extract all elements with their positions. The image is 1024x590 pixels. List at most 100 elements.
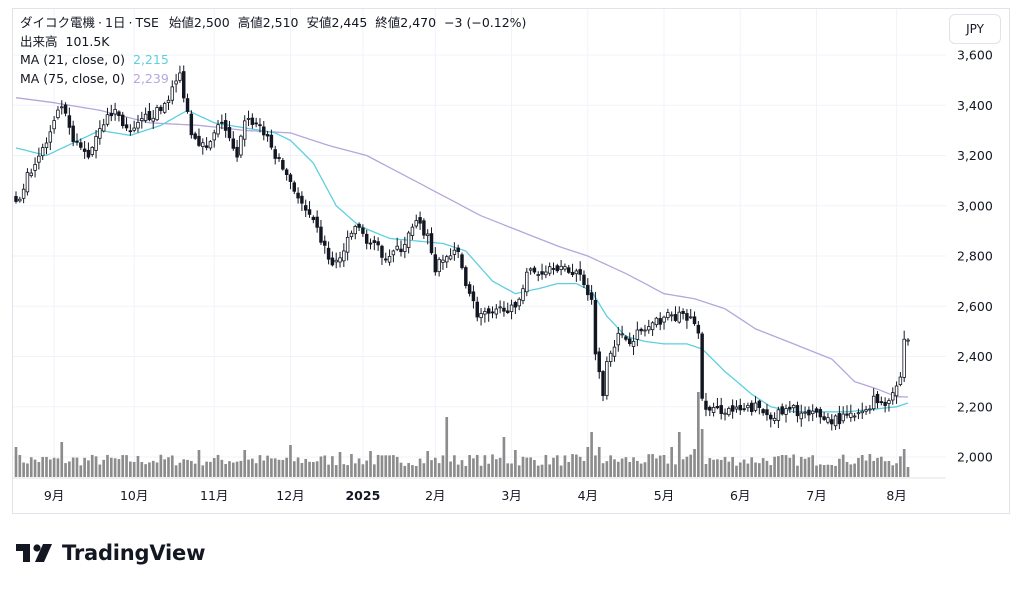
volume-bar xyxy=(887,461,891,477)
volume-bar xyxy=(803,458,807,477)
volume-bar xyxy=(186,459,189,477)
volume-bars xyxy=(14,392,910,477)
y-tick-label: 2,000 xyxy=(957,450,993,465)
candle-up xyxy=(441,259,445,263)
volume-bar xyxy=(90,454,94,477)
candle-up xyxy=(605,361,609,396)
candle-down xyxy=(292,182,297,192)
volume-bar xyxy=(338,452,342,477)
volume-bar xyxy=(719,459,723,477)
volume-bar xyxy=(468,455,471,477)
volume-bar xyxy=(475,454,479,477)
volume-bar xyxy=(334,465,338,477)
candle-up xyxy=(547,266,552,274)
ma75-line xyxy=(15,97,909,398)
candle-up xyxy=(509,304,514,312)
candle-down xyxy=(296,192,300,199)
volume-bar xyxy=(742,459,746,477)
volume-bar xyxy=(860,455,864,477)
volume-bar xyxy=(788,457,792,477)
volume-bar xyxy=(281,459,285,477)
candle-up xyxy=(616,332,621,346)
candle-up xyxy=(734,406,739,410)
candle-down xyxy=(250,117,255,125)
candle-up xyxy=(425,233,430,237)
candle-up xyxy=(44,142,49,149)
volume-bar xyxy=(697,392,700,477)
candle-down xyxy=(761,409,765,414)
close-label: 終値 xyxy=(375,15,401,30)
candle-up xyxy=(727,407,731,416)
candle-up xyxy=(669,314,674,317)
volume-bar xyxy=(754,462,757,477)
x-tick-label: 4月 xyxy=(578,488,598,503)
x-tick-label: 6月 xyxy=(730,488,750,503)
interval[interactable]: 1日 xyxy=(105,15,126,30)
volume-bar xyxy=(628,461,632,477)
volume-bar xyxy=(506,463,510,477)
ma21-value: 2,215 xyxy=(133,52,169,67)
candle-up xyxy=(48,131,53,143)
ma75-row[interactable]: MA (75, close, 0) 2,239 xyxy=(20,70,526,89)
candle-down xyxy=(330,257,335,266)
volume-bar xyxy=(841,454,845,477)
candle-up xyxy=(635,329,640,340)
volume-bar xyxy=(384,455,388,477)
candle-up xyxy=(688,316,693,319)
candle-down xyxy=(475,301,479,318)
ma21-label: MA (21, close, 0) xyxy=(20,52,126,67)
currency-button[interactable]: JPY xyxy=(949,14,1001,44)
candle-down xyxy=(429,233,434,254)
volume-bar xyxy=(494,459,498,477)
volume-bar xyxy=(353,463,357,477)
volume-bar xyxy=(571,454,574,477)
candle-up xyxy=(887,400,891,404)
open-label: 始値 xyxy=(168,15,194,30)
candle-up xyxy=(891,392,895,401)
volume-bar xyxy=(216,454,220,477)
volume-bar xyxy=(777,456,780,477)
volume-bar xyxy=(18,454,22,477)
candle-down xyxy=(357,223,361,228)
candle-down xyxy=(807,409,811,416)
volume-bar xyxy=(395,456,399,477)
volume-bar xyxy=(388,455,391,477)
candle-up xyxy=(94,136,98,151)
symbol-name[interactable]: ダイコク電機 xyxy=(20,15,96,30)
volume-bar xyxy=(799,456,803,477)
tradingview-logo[interactable]: TradingView xyxy=(16,538,205,568)
candle-down xyxy=(490,311,495,314)
candle-up xyxy=(21,188,26,199)
volume-bar xyxy=(651,454,654,477)
volume-bar xyxy=(106,454,109,477)
candle-up xyxy=(60,106,64,109)
volume-bar xyxy=(304,458,308,477)
ma21-row[interactable]: MA (21, close, 0) 2,215 xyxy=(20,51,526,70)
candle-down xyxy=(281,159,285,170)
candle-up xyxy=(517,298,521,307)
open-value: 2,500 xyxy=(193,15,230,30)
chart-legend: ダイコク電機 · 1日 · TSE 始値2,500 高値2,510 安値2,445 終値… xyxy=(20,14,526,88)
volume-bar xyxy=(544,454,548,477)
volume-bar xyxy=(674,464,677,477)
x-tick-label: 10月 xyxy=(120,488,148,503)
volume-bar xyxy=(369,451,372,477)
candle-up xyxy=(101,124,106,132)
volume-bar xyxy=(197,450,201,477)
volume-bar xyxy=(155,462,159,477)
volume-bar xyxy=(620,458,624,477)
volume-bar xyxy=(590,432,593,477)
volume-bar xyxy=(845,462,849,477)
volume-bar xyxy=(540,464,544,477)
volume-bar xyxy=(876,457,879,477)
candle-up xyxy=(852,415,857,418)
candle-up xyxy=(723,412,727,415)
volume-bar xyxy=(758,463,761,477)
candle-up xyxy=(849,412,853,418)
candles xyxy=(14,65,910,431)
grid-lines xyxy=(13,9,946,477)
y-tick-label: 2,800 xyxy=(957,249,993,264)
volume-bar xyxy=(712,459,715,477)
volume-bar xyxy=(190,460,193,477)
